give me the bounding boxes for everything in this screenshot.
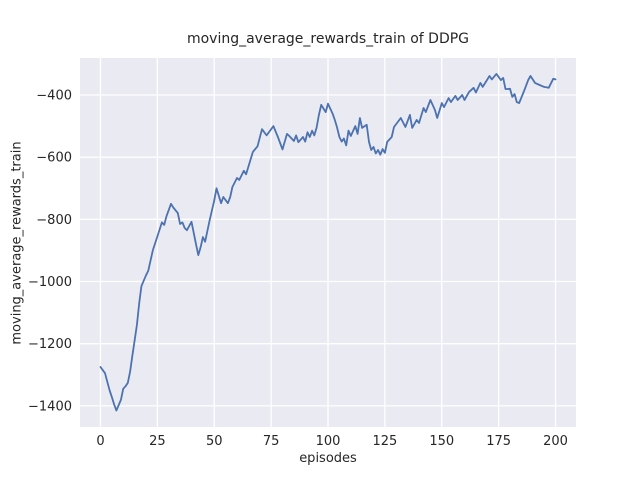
y-tick-label: −800 bbox=[36, 213, 72, 228]
x-tick-label: 50 bbox=[206, 434, 223, 449]
y-tick-label: −1400 bbox=[28, 399, 72, 414]
y-axis-label: moving_average_rewards_train bbox=[9, 141, 25, 345]
x-tick-label: 125 bbox=[372, 434, 397, 449]
x-tick-label: 75 bbox=[263, 434, 280, 449]
x-tick-label: 100 bbox=[316, 434, 341, 449]
chart-title: moving_average_rewards_train of DDPG bbox=[186, 31, 470, 47]
y-tick-label: −600 bbox=[36, 151, 72, 166]
x-tick-label: 200 bbox=[543, 434, 568, 449]
x-tick-label: 0 bbox=[96, 434, 104, 449]
y-tick-label: −400 bbox=[36, 88, 72, 103]
y-tick-label: −1000 bbox=[28, 275, 72, 290]
x-tick-label: 150 bbox=[429, 434, 454, 449]
y-tick-label: −1200 bbox=[28, 337, 72, 352]
x-axis-label: episodes bbox=[299, 451, 357, 466]
x-tick-label: 25 bbox=[149, 434, 166, 449]
x-tick-label: 175 bbox=[486, 434, 511, 449]
series-line bbox=[99, 73, 557, 412]
